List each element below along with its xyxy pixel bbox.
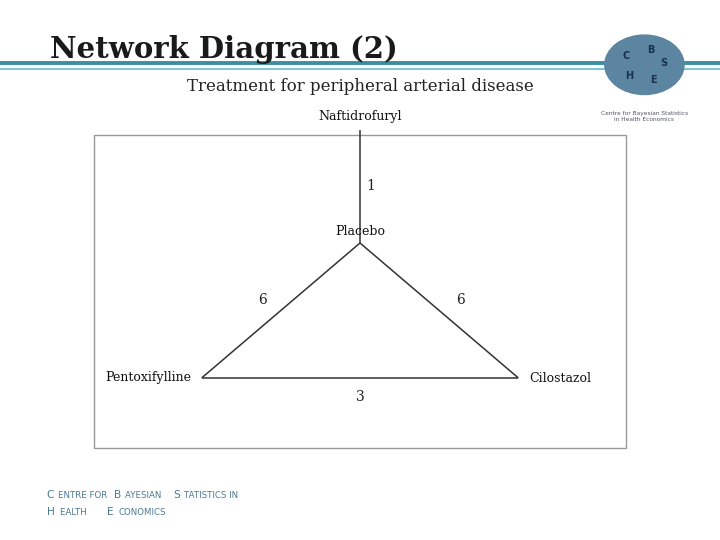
Text: Centre for Bayesian Statistics
in Health Economics: Centre for Bayesian Statistics in Health… xyxy=(600,111,688,122)
Text: TATISTICS IN: TATISTICS IN xyxy=(184,490,238,500)
Circle shape xyxy=(605,35,684,94)
Text: EALTH: EALTH xyxy=(60,508,92,517)
Text: C: C xyxy=(623,51,630,62)
Text: Treatment for peripheral arterial disease: Treatment for peripheral arterial diseas… xyxy=(186,78,534,95)
Bar xyxy=(94,135,626,448)
Text: Pentoxifylline: Pentoxifylline xyxy=(105,372,191,384)
Text: 3: 3 xyxy=(356,390,364,404)
Text: Network Diagram (2): Network Diagram (2) xyxy=(50,35,398,64)
Text: E: E xyxy=(649,75,657,85)
Text: Placebo: Placebo xyxy=(335,225,385,238)
Text: H: H xyxy=(625,71,634,81)
Text: B: B xyxy=(114,489,121,500)
Text: 6: 6 xyxy=(258,293,267,307)
Text: 6: 6 xyxy=(456,293,465,307)
Text: S: S xyxy=(661,58,667,69)
Text: H: H xyxy=(47,507,55,517)
Text: B: B xyxy=(647,45,654,55)
Text: E: E xyxy=(107,507,113,517)
Text: CONOMICS: CONOMICS xyxy=(118,508,166,517)
Text: Cilostazol: Cilostazol xyxy=(529,372,591,384)
Text: AYESIAN: AYESIAN xyxy=(125,490,167,500)
Text: Naftidrofuryl: Naftidrofuryl xyxy=(318,110,402,123)
Text: 1: 1 xyxy=(366,179,375,193)
Text: C: C xyxy=(47,489,54,500)
Text: ENTRE FOR: ENTRE FOR xyxy=(58,490,113,500)
Text: S: S xyxy=(173,489,180,500)
